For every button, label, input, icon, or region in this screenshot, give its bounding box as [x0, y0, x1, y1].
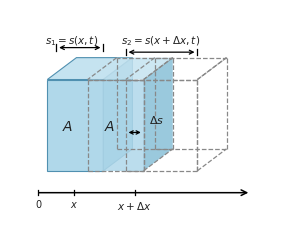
Text: 0: 0	[35, 200, 41, 210]
Text: $s_1 = s(x, t)$: $s_1 = s(x, t)$	[45, 35, 98, 48]
Polygon shape	[47, 80, 103, 171]
Polygon shape	[103, 58, 132, 171]
Polygon shape	[88, 80, 144, 171]
Text: $A$: $A$	[104, 120, 116, 134]
Polygon shape	[144, 58, 173, 171]
Text: $x$: $x$	[70, 200, 78, 210]
Text: $\Delta s$: $\Delta s$	[149, 114, 164, 126]
Text: $A$: $A$	[62, 120, 73, 134]
Text: $x + \Delta x$: $x + \Delta x$	[117, 200, 152, 212]
Polygon shape	[47, 58, 132, 80]
Text: $s_2 = s(x + \Delta x, t)$: $s_2 = s(x + \Delta x, t)$	[121, 35, 200, 48]
Polygon shape	[88, 58, 173, 80]
